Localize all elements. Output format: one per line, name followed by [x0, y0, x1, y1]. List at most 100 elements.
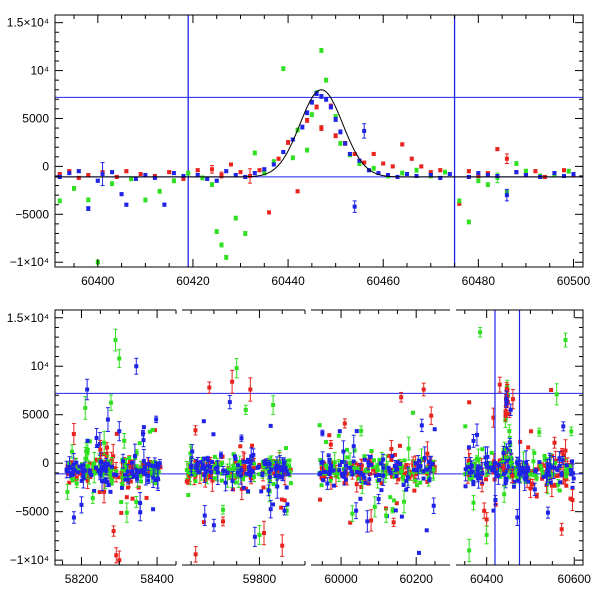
top-green-point — [157, 189, 162, 194]
top-green-point — [129, 176, 134, 181]
bottom-red-point — [389, 457, 394, 462]
bottom-blue-point — [511, 484, 516, 489]
bottom-red-outlier — [342, 421, 347, 426]
bottom-red-point — [553, 458, 558, 463]
bottom-red-point — [128, 479, 133, 484]
top-blue-point — [205, 176, 210, 181]
bottom-blue-outlier — [202, 513, 207, 518]
bottom-red-point — [386, 453, 391, 458]
top-blue-point — [324, 97, 329, 102]
bottom-blue-point — [474, 432, 479, 437]
bottom-red-point — [148, 459, 153, 464]
bottom-blue-point — [112, 472, 117, 477]
bottom-red-outlier — [111, 529, 116, 534]
bottom-blue-point — [141, 425, 146, 430]
top-green-point — [309, 112, 314, 117]
top-blue-point — [338, 129, 343, 134]
top-xtick-label: 60440 — [271, 274, 305, 288]
bottom-green-point — [390, 508, 395, 513]
bottom-blue-point — [525, 468, 530, 473]
bottom-green-point — [487, 461, 492, 466]
top-blue-point — [333, 117, 338, 122]
top-red-point — [319, 126, 324, 131]
bottom-green-point — [201, 458, 206, 463]
bottom-blue-point — [424, 467, 429, 472]
bottom-blue-point — [241, 459, 246, 464]
bottom-red-point — [74, 476, 79, 481]
bottom-blue-point — [480, 470, 485, 475]
bottom-blue-point — [286, 472, 291, 477]
bottom-green-point — [284, 446, 289, 451]
bottom-red-point — [127, 459, 132, 464]
top-green-point — [485, 182, 490, 187]
top-green-point — [143, 197, 148, 202]
bottom-blue-point — [230, 479, 235, 484]
top-red-point — [124, 169, 129, 174]
top-green-point — [566, 169, 571, 174]
bottom-red-point — [529, 469, 534, 474]
bottom-green-point — [504, 455, 509, 460]
bottom-blue-point — [368, 454, 373, 459]
bottom-red-point — [564, 483, 569, 488]
bottom-blue-point — [235, 470, 240, 475]
bottom-blue-point — [284, 485, 289, 490]
bottom-green-point — [234, 473, 239, 478]
bottom-green-outlier — [243, 407, 248, 412]
bottom-blue-point — [361, 472, 366, 477]
top-red-point — [219, 173, 224, 178]
bottom-green-point — [398, 463, 403, 468]
bottom-axis-break — [305, 563, 311, 567]
top-green-point — [110, 181, 115, 186]
bottom-axes-frame — [54, 309, 584, 566]
bottom-blue-point — [235, 463, 240, 468]
bottom-blue-point — [405, 475, 410, 480]
bottom-blue-outlier — [508, 407, 513, 412]
bottom-axis-break — [450, 308, 456, 312]
bottom-red-point — [556, 473, 561, 478]
top-red-point — [333, 133, 338, 138]
bottom-blue-point — [276, 473, 281, 478]
bottom-green-outlier — [117, 356, 122, 361]
bottom-blue-point — [189, 463, 194, 468]
top-blue-point — [328, 104, 333, 109]
bottom-green-point — [193, 479, 198, 484]
bottom-red-point — [111, 454, 116, 459]
bottom-green-point — [65, 489, 70, 494]
top-blue-point — [504, 193, 509, 198]
bottom-blue-point — [431, 503, 436, 508]
bottom-green-point — [66, 461, 71, 466]
bottom-green-point — [345, 447, 350, 452]
bottom-blue-point — [478, 476, 483, 481]
bottom-blue-point — [106, 483, 111, 488]
top-blue-point — [352, 204, 357, 209]
top-plot-area — [55, 15, 583, 267]
bottom-red-point — [409, 473, 414, 478]
bottom-red-point — [467, 400, 472, 405]
bottom-red-event-point — [501, 465, 506, 470]
bottom-green-point — [419, 457, 424, 462]
bottom-green-point — [347, 461, 352, 466]
top-red-point — [276, 156, 281, 161]
top-green-point — [476, 178, 481, 183]
bottom-blue-point — [241, 485, 246, 490]
top-red-point — [314, 104, 319, 109]
bottom-green-point — [211, 464, 216, 469]
bottom-blue-point — [337, 463, 342, 468]
top-green-point — [233, 216, 238, 221]
bottom-red-point — [97, 490, 102, 495]
bottom-blue-point — [210, 459, 215, 464]
bottom-green-point — [122, 438, 127, 443]
bottom-green-point — [272, 460, 277, 465]
bottom-red-point — [249, 476, 254, 481]
bottom-green-point — [472, 461, 477, 466]
bottom-green-point — [375, 464, 380, 469]
bottom-blue-outlier — [471, 438, 476, 443]
bottom-red-point — [559, 527, 564, 532]
bottom-green-point — [231, 467, 236, 472]
bottom-blue-point — [471, 479, 476, 484]
bottom-blue-point — [142, 467, 147, 472]
top-green-point — [466, 219, 471, 224]
bottom-blue-point — [568, 468, 573, 473]
bottom-blue-point — [95, 444, 100, 449]
bottom-red-point — [483, 477, 488, 482]
